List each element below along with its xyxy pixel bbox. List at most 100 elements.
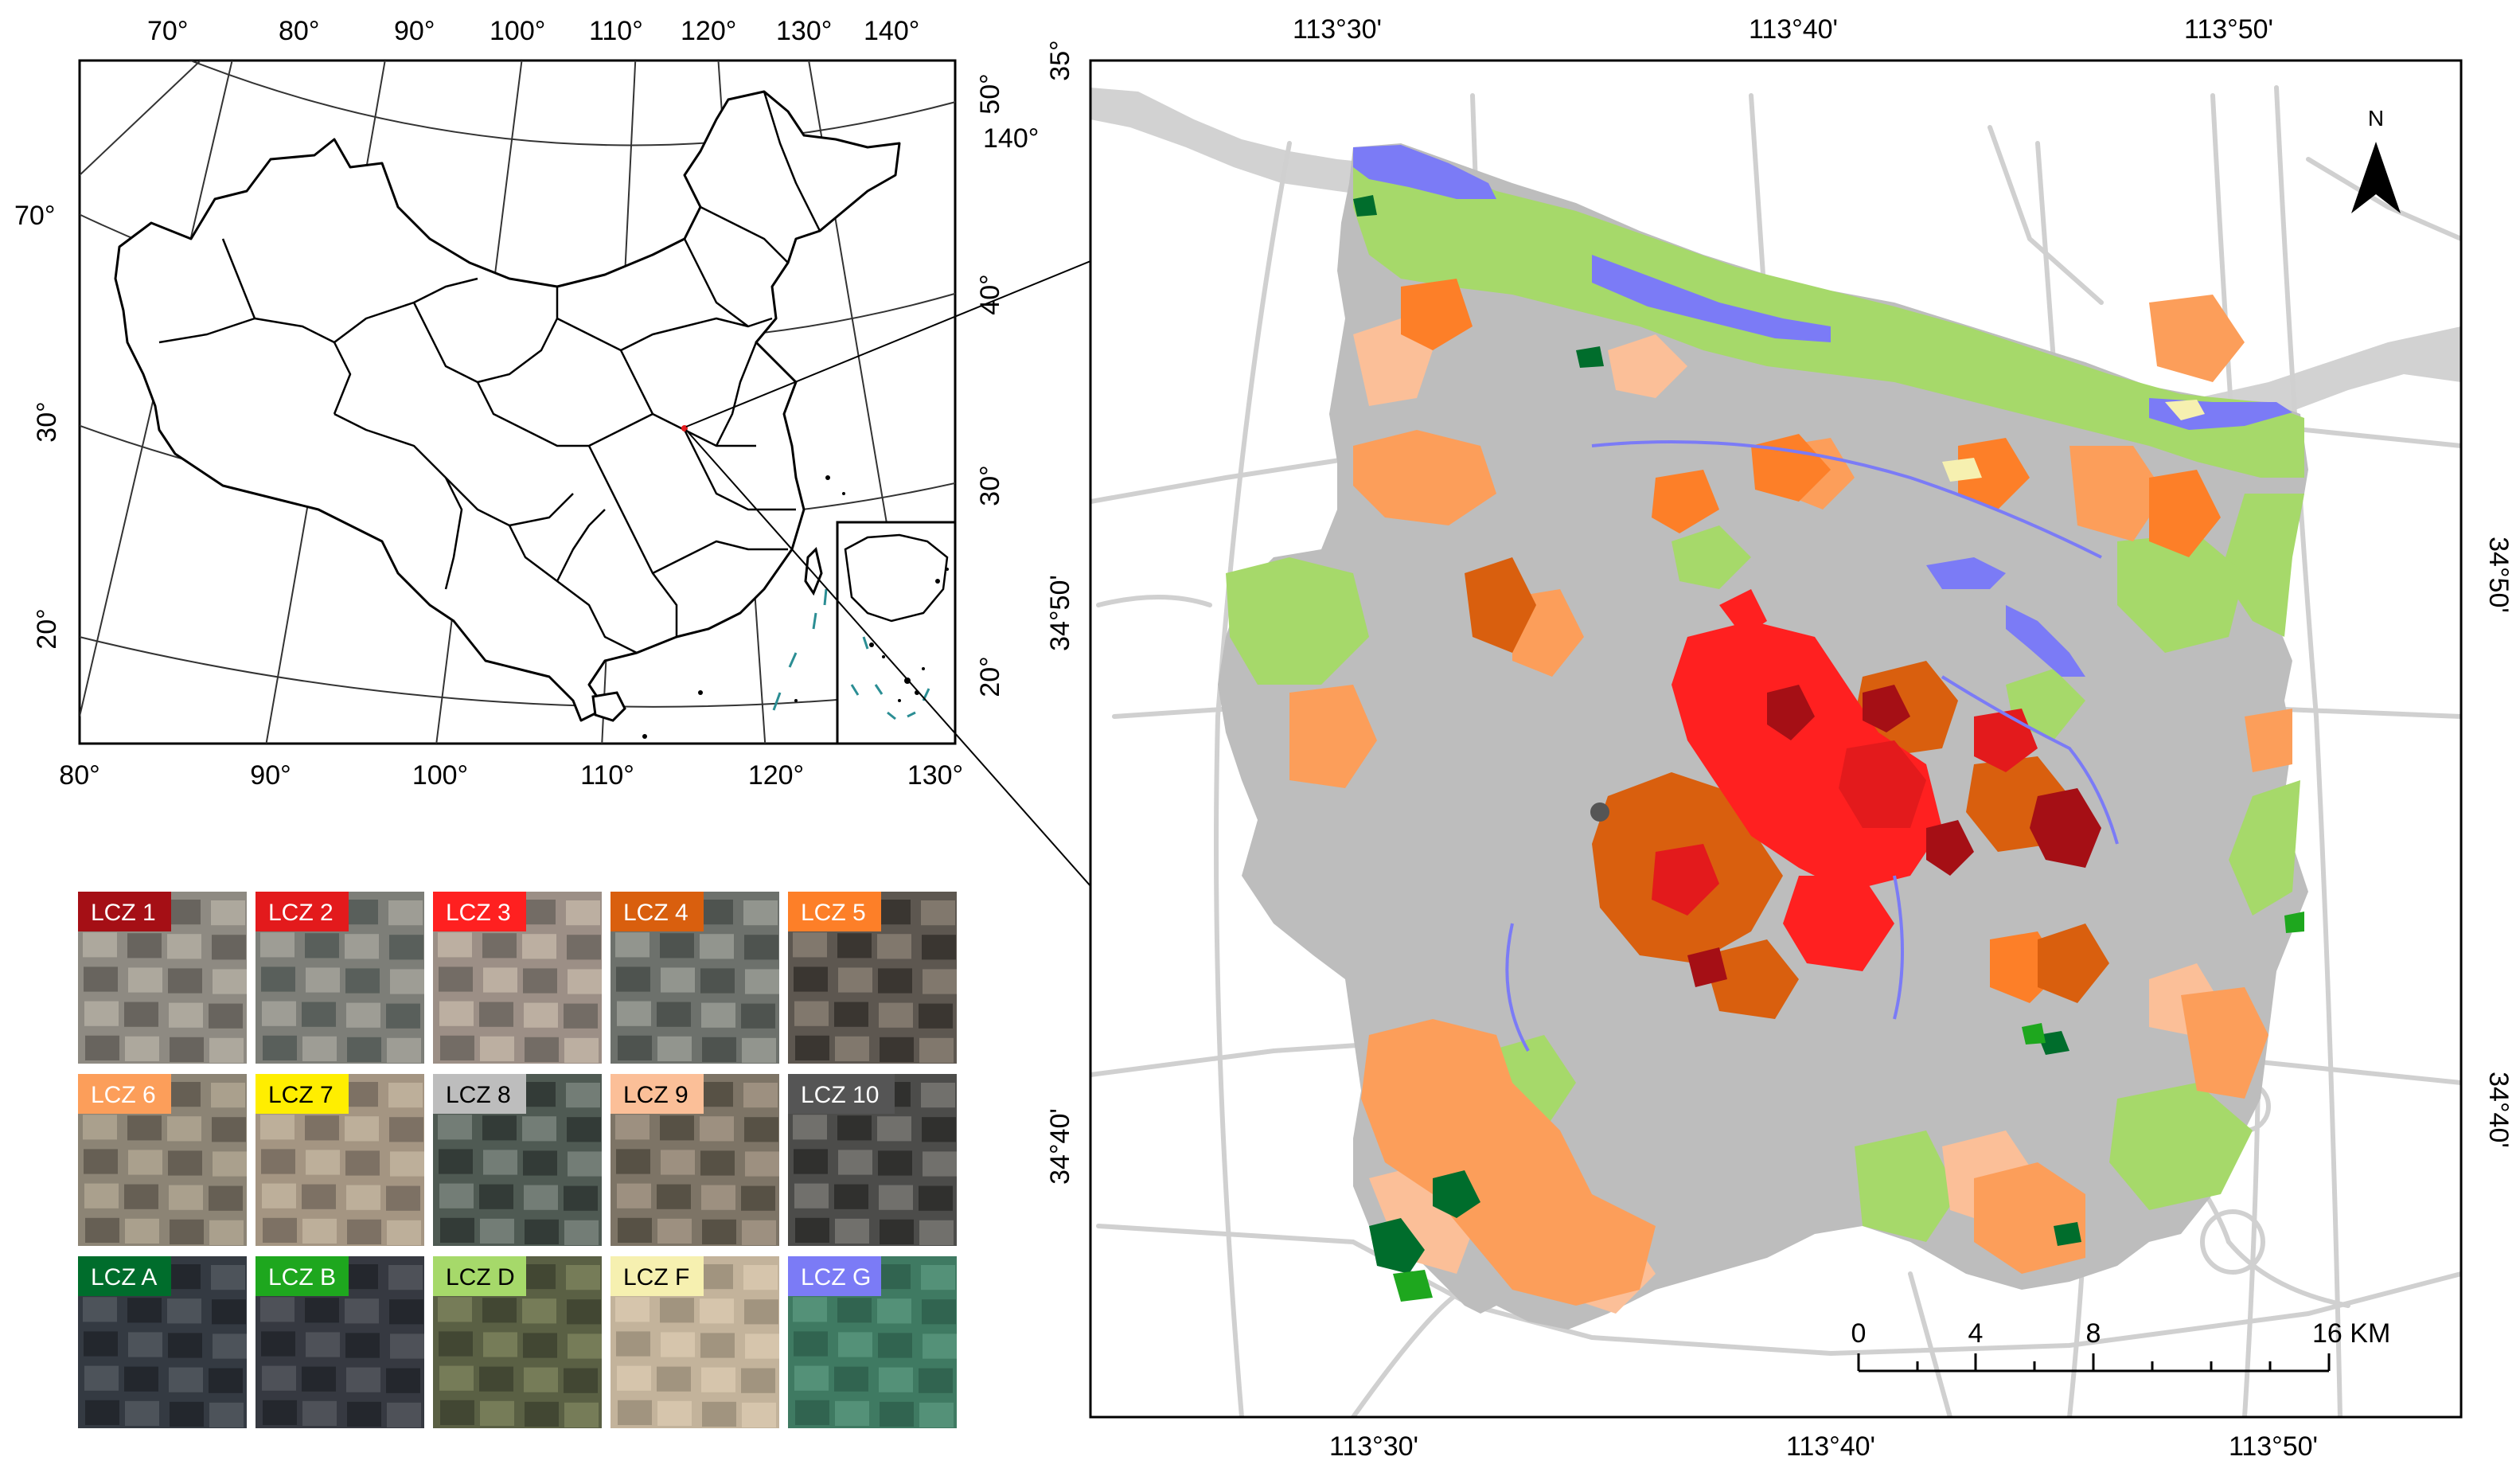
legend-photo-texture <box>617 1001 651 1026</box>
legend-photo-texture <box>128 1332 162 1357</box>
right-lat-label: 20° <box>975 656 1005 697</box>
legend-photo-texture <box>744 935 778 960</box>
legend-photo-texture <box>700 968 735 994</box>
legend-label: LCZ 5 <box>801 900 866 926</box>
left-lat-label: 30° <box>32 401 62 442</box>
legend-photo-texture <box>923 969 957 994</box>
legend-photo-texture <box>128 967 162 993</box>
legend-photo-texture <box>567 1299 601 1325</box>
legend-photo-texture <box>743 1083 778 1108</box>
legend-photo-texture <box>521 1082 556 1107</box>
legend-photo-texture <box>880 1037 914 1062</box>
legend-photo-texture <box>795 1400 829 1425</box>
legend-photo-texture <box>479 1366 513 1392</box>
legend-photo-texture <box>166 900 201 925</box>
legend-photo-texture <box>524 1185 558 1210</box>
legend-photo-texture <box>701 1185 735 1210</box>
legend-photo-texture <box>837 933 872 959</box>
legend-photo-texture <box>124 1002 158 1027</box>
legend-photo-texture <box>263 1217 297 1243</box>
legend-photo-texture <box>522 1298 556 1324</box>
legend-photo-texture <box>85 1035 119 1060</box>
top-lon-label: 113°40' <box>1749 14 1838 45</box>
lcz-f-patches <box>1942 400 2205 482</box>
legend-photo-texture <box>741 1185 775 1211</box>
legend-photo-texture <box>306 967 340 993</box>
legend-photo-texture <box>745 1333 779 1359</box>
legend-photo-texture <box>263 1400 297 1425</box>
legend-photo-texture <box>922 935 956 960</box>
legend-photo-texture <box>835 1218 869 1244</box>
legend-photo-texture <box>169 1367 203 1392</box>
top-lon-label: 100° <box>490 16 545 46</box>
legend-color-swatch <box>610 892 704 931</box>
legend-photo-texture <box>439 966 473 992</box>
legend-photo-texture <box>345 1333 380 1358</box>
legend-photo-texture <box>522 1116 556 1142</box>
legend-photo-texture <box>877 1116 911 1142</box>
legend-photo-texture <box>211 1083 245 1108</box>
legend-photo-texture <box>566 1265 600 1291</box>
legend-photo-texture <box>876 900 911 925</box>
lcz-legend: LCZ 1 LCZ 2 LCZ 3 LCZ 4 LCZ 5 LCZ 6 LCZ 7 LCZ 8… <box>78 892 957 1428</box>
legend-photo-texture <box>166 1264 201 1290</box>
legend-photo-texture <box>618 1217 652 1243</box>
left-lat-label: 20° <box>32 608 62 649</box>
legend-tile: LCZ 9 <box>610 1074 779 1246</box>
legend-photo-texture <box>213 969 247 994</box>
legend-photo-texture <box>85 1400 119 1425</box>
legend-photo-texture <box>795 1217 829 1243</box>
legend-photo-texture <box>345 968 380 994</box>
legend-photo-texture <box>744 1117 778 1142</box>
legend-tile: LCZ 4 <box>610 892 779 1064</box>
legend-photo-texture <box>702 1037 736 1062</box>
legend-photo-texture <box>213 1151 247 1177</box>
legend-tile: LCZ 1 <box>78 892 247 1064</box>
legend-photo-texture <box>523 1150 557 1176</box>
legend-photo-texture <box>345 1298 379 1324</box>
legend-photo-texture <box>742 1402 776 1427</box>
legend-label: LCZ 4 <box>623 900 689 926</box>
legend-photo-texture <box>699 1082 733 1107</box>
legend-photo-texture <box>702 1219 736 1244</box>
legend-photo-texture <box>479 1184 513 1209</box>
right-lat-label: 40° <box>975 274 1005 314</box>
legend-photo-texture <box>879 1185 913 1210</box>
legend-label: LCZ 3 <box>446 900 511 926</box>
legend-photo-texture <box>346 1185 380 1210</box>
scale-tick-label: 0 <box>1851 1318 1867 1349</box>
legend-photo-texture <box>83 1115 117 1140</box>
legend-photo-texture <box>919 1402 954 1427</box>
legend-photo-texture <box>209 1003 243 1029</box>
legend-label: LCZ 2 <box>268 900 334 926</box>
legend-photo-texture <box>524 1367 558 1392</box>
legend-photo-texture <box>83 1297 117 1322</box>
study-graticule-labels: 113°30' 113°40' 113°50' 113°30' 113°40' … <box>1045 14 2514 1462</box>
legend-photo-texture <box>386 1185 420 1211</box>
legend-photo-texture <box>618 1400 652 1425</box>
legend-photo-texture <box>616 966 650 992</box>
legend-photo-texture <box>699 1264 733 1290</box>
legend-photo-texture <box>794 966 828 992</box>
legend-photo-texture <box>212 935 246 960</box>
legend-photo-texture <box>794 1183 829 1209</box>
legend-photo-texture <box>661 967 695 993</box>
right-lat-label: 34°50' <box>2483 537 2514 613</box>
legend-photo-texture <box>84 1331 118 1357</box>
legend-photo-texture <box>305 1298 339 1323</box>
legend-photo-texture <box>389 1299 423 1325</box>
legend-photo-texture <box>742 1220 776 1245</box>
top-lon-label: 113°30' <box>1293 14 1382 45</box>
legend-photo-texture <box>167 1116 201 1142</box>
legend-photo-texture <box>661 1332 695 1357</box>
legend-tile: LCZ 6 <box>78 1074 247 1246</box>
legend-photo-texture <box>344 900 378 925</box>
legend-photo-texture <box>745 1151 779 1177</box>
legend-label: LCZ 9 <box>623 1082 689 1108</box>
legend-photo-texture <box>167 1298 201 1324</box>
scale-tick-label: 16 KM <box>2312 1318 2390 1349</box>
nine-dash-line <box>772 588 828 711</box>
legend-photo-texture <box>525 1037 559 1062</box>
bottom-lon-label: 120° <box>748 760 804 791</box>
legend-photo-texture <box>522 934 556 959</box>
